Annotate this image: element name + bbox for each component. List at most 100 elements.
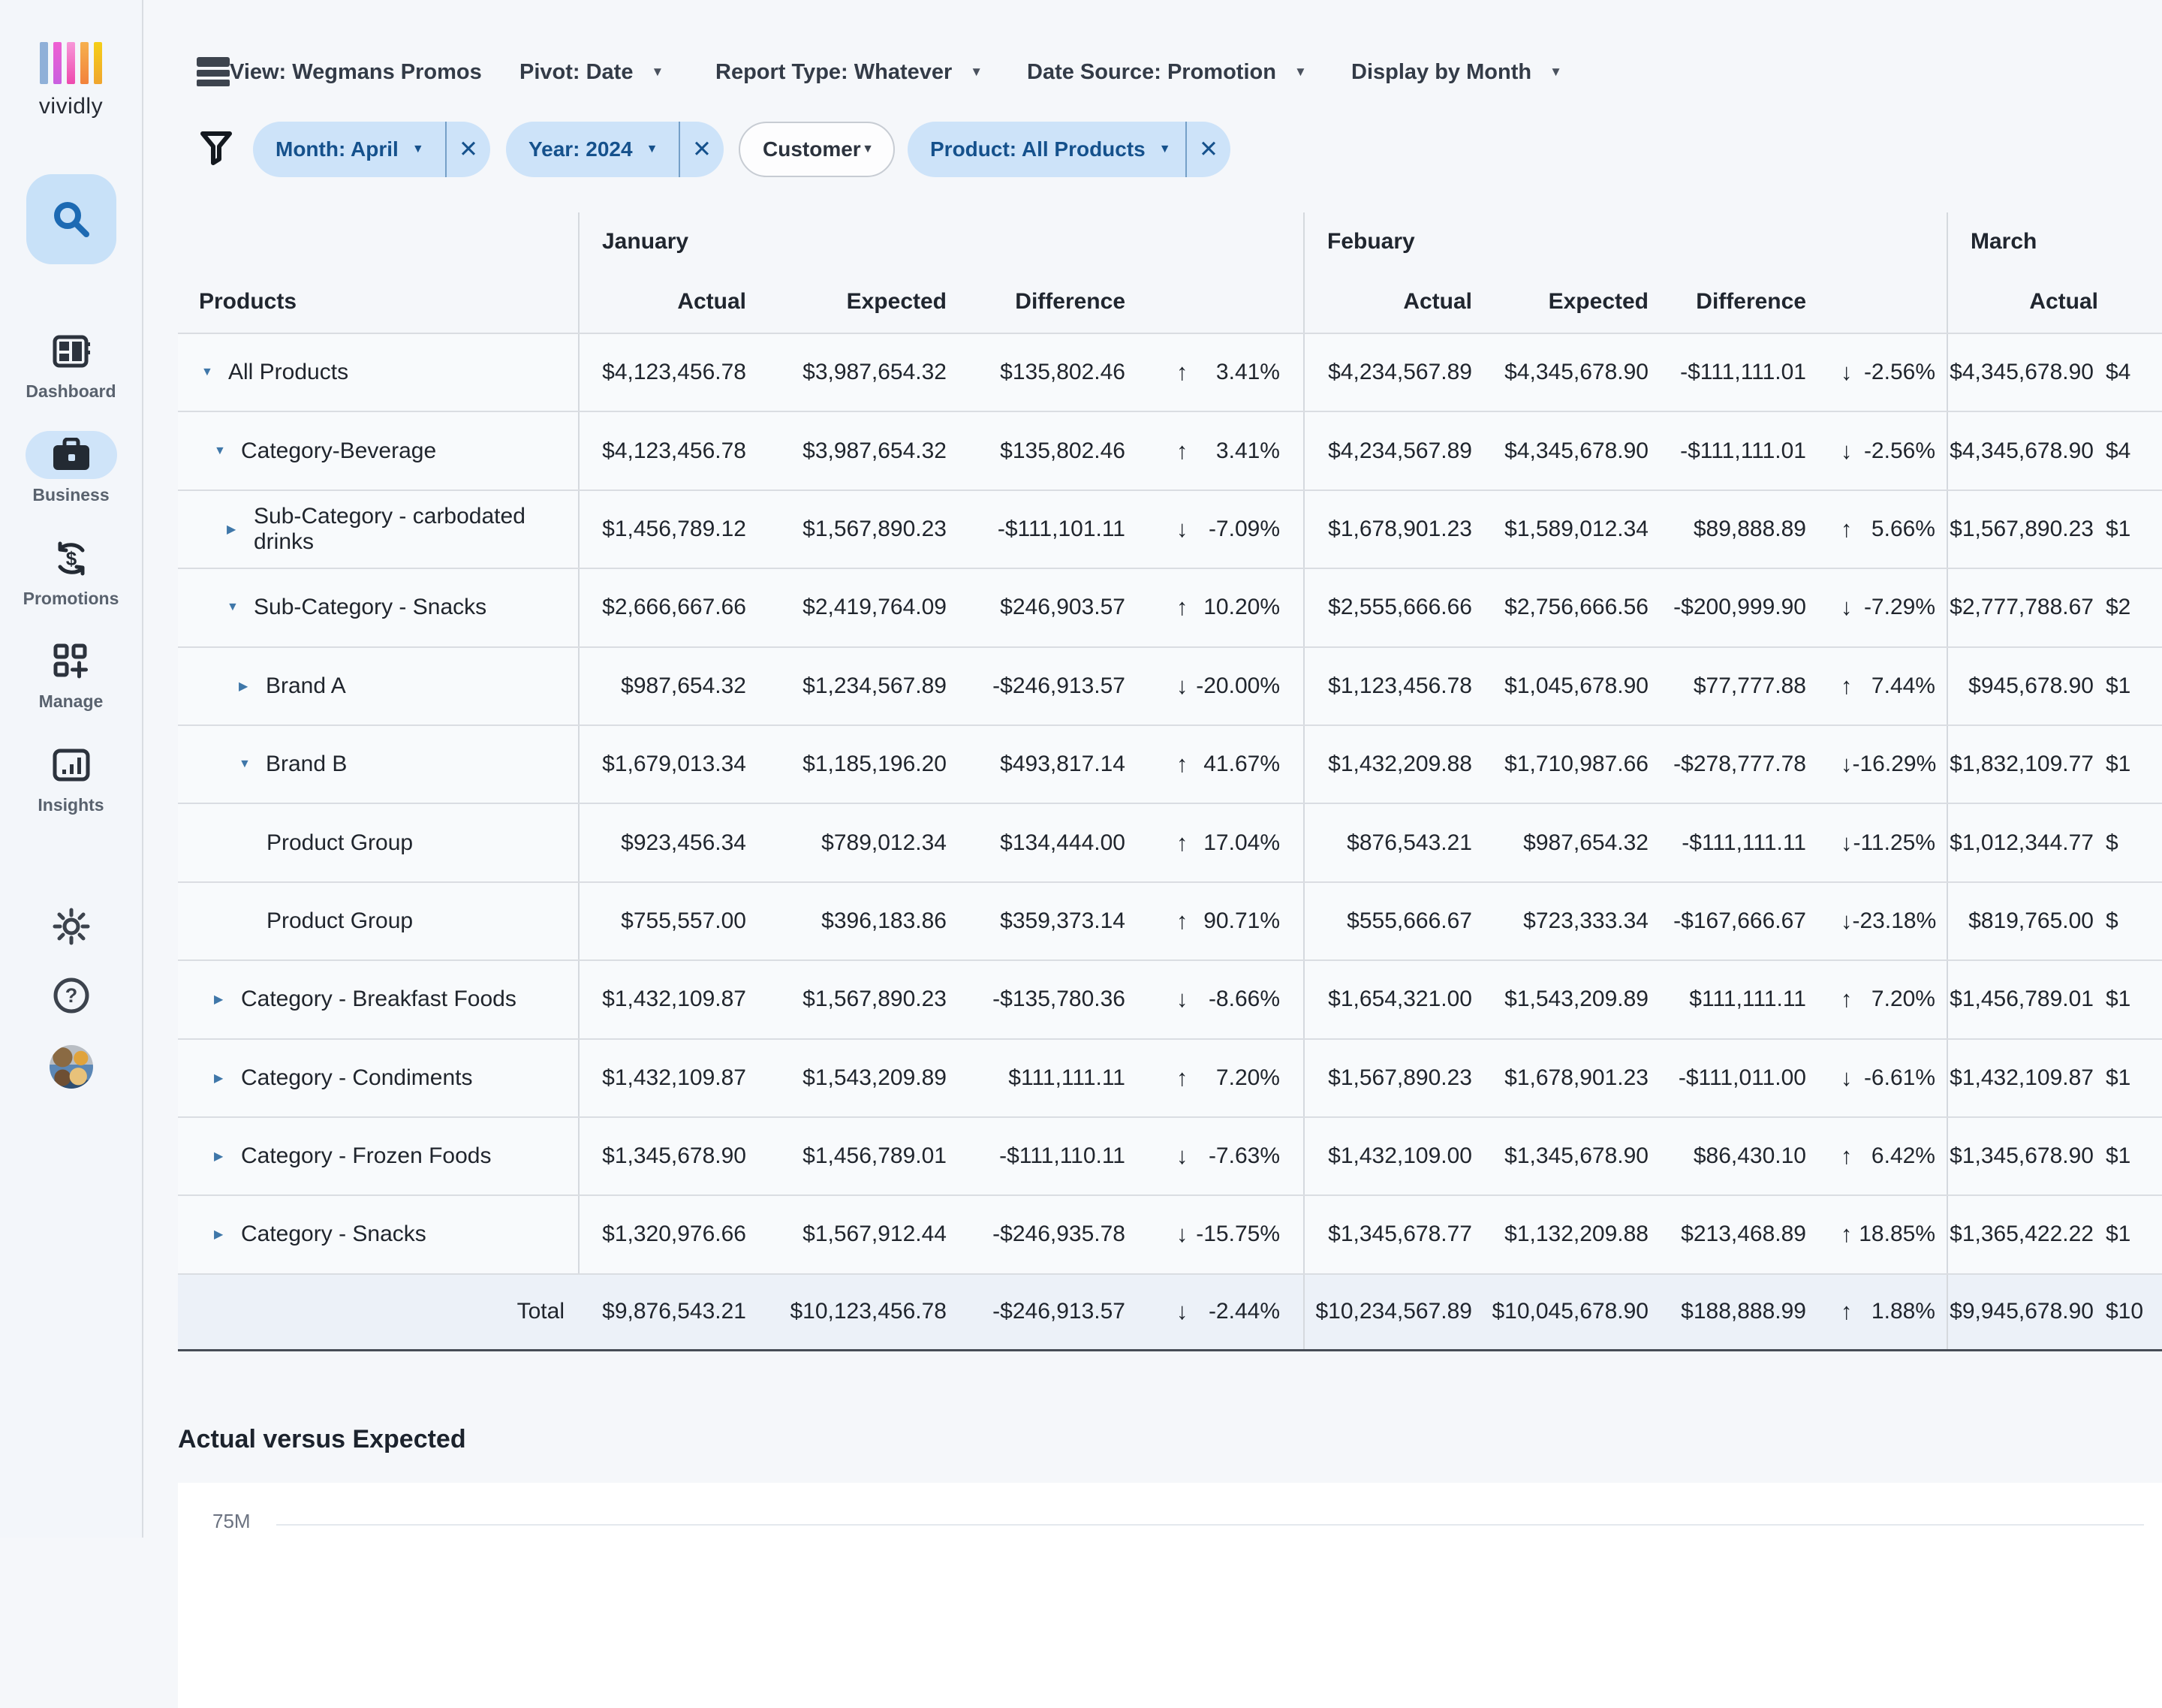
filter-icon[interactable] — [200, 131, 233, 167]
cell-mar-expected-partial: $ — [2106, 830, 2118, 855]
cell-feb-percent: ↑ 5.66% — [1811, 491, 1947, 568]
cell-feb-difference: $188,888.99 — [1681, 1299, 1806, 1324]
cell-feb-actual: $1,345,678.77 — [1303, 1196, 1477, 1273]
toolbar-dropdown-4[interactable]: Display by Month ▼ — [1351, 59, 1562, 86]
pivot-table: January Febuary March Products Actual Ex… — [178, 212, 2162, 1352]
cell-jan-expected: $1,185,196.20 — [802, 752, 947, 777]
vividly-logo-icon — [40, 42, 102, 84]
close-icon[interactable]: ✕ — [1199, 136, 1218, 162]
row-label-cell: ▶ Category - Frozen Foods — [178, 1118, 578, 1194]
close-icon[interactable]: ✕ — [692, 136, 712, 162]
cell-feb-actual: $555,666.67 — [1303, 882, 1477, 960]
arrow-down-icon: ↓ — [1841, 1064, 1853, 1091]
percent-value: 3.41% — [1215, 438, 1280, 463]
chevron-down-icon[interactable]: ▼ — [239, 758, 251, 771]
cell-jan-expected: $1,543,209.89 — [802, 1065, 947, 1090]
filter-chip-label: Product: All Products — [930, 137, 1146, 161]
chevron-right-icon[interactable]: ▶ — [214, 1150, 224, 1164]
cell-jan-actual: $923,456.34 — [578, 804, 751, 881]
cell-jan-actual: $1,432,109.87 — [578, 1039, 751, 1116]
chevron-right-icon[interactable]: ▶ — [214, 993, 224, 1007]
caret-down-icon[interactable]: ▼ — [1158, 143, 1171, 155]
caret-down-icon[interactable]: ▼ — [411, 143, 424, 155]
filter-chip-label: Month: April — [276, 137, 399, 161]
cell-jan-expected: $789,012.34 — [821, 830, 947, 855]
cell-mar-expected-partial: $4 — [2106, 438, 2131, 463]
filter-chip-customer[interactable]: Customer ▼ — [739, 122, 895, 177]
month-header-january: January — [602, 229, 689, 254]
cell-jan-percent: ↑ 41.67% — [1130, 726, 1303, 803]
view-selector[interactable]: View: Wegmans Promos — [230, 60, 482, 84]
chip-divider — [445, 122, 447, 177]
cell-mar-actual: $945,678.90 — [1947, 647, 2103, 724]
chevron-down-icon[interactable]: ▼ — [227, 601, 239, 614]
row-label: All Products — [228, 360, 349, 385]
arrow-up-icon: ↑ — [1176, 594, 1188, 621]
percent-value: 7.20% — [1215, 1065, 1280, 1090]
chevron-down-icon[interactable]: ▼ — [201, 366, 213, 379]
cell-jan-expected: $2,419,764.09 — [802, 595, 947, 620]
cell-jan-actual: $4,123,456.78 — [578, 412, 751, 490]
percent-value: -6.61% — [1863, 1065, 1935, 1090]
table-body: ▼ All Products $4,123,456.78 $3,987,654.32 $… — [178, 333, 2162, 1352]
cell-jan-percent: ↓ -2.44% — [1130, 1275, 1303, 1349]
table-row: ▶ Category - Frozen Foods $1,345,678.90 $1,… — [178, 1116, 2162, 1195]
filter-chip-month[interactable]: Month: April ▼ ✕ — [253, 122, 490, 177]
table-row: ▶ Category - Condiments $1,432,109.87 $1,54… — [178, 1038, 2162, 1116]
caret-down-icon[interactable]: ▼ — [646, 143, 658, 155]
toolbar-dropdown-3[interactable]: Date Source: Promotion ▼ — [1027, 59, 1307, 86]
search-button[interactable] — [26, 174, 116, 264]
close-icon[interactable]: ✕ — [459, 136, 478, 162]
arrow-down-icon: ↓ — [1841, 829, 1853, 856]
arrow-down-icon: ↓ — [1176, 1221, 1188, 1248]
help-button[interactable]: ? — [0, 976, 142, 1015]
cell-mar-expected-partial: $2 — [2106, 595, 2131, 620]
table-row: Product Group $755,557.00 $396,183.86 $359,… — [178, 881, 2162, 960]
cell-jan-difference: $493,817.14 — [1000, 752, 1125, 777]
cell-jan-expected: $3,987,654.32 — [802, 438, 947, 463]
arrow-up-icon: ↑ — [1176, 829, 1188, 856]
percent-value: -11.25% — [1853, 830, 1935, 855]
caret-down-icon[interactable]: ▼ — [862, 143, 874, 155]
chevron-right-icon[interactable]: ▶ — [214, 1071, 224, 1085]
avatar[interactable] — [50, 1045, 93, 1089]
table-total-row: Total $9,876,543.21 $10,123,456.78 -$246,91… — [178, 1273, 2162, 1352]
sidebar-item-manage[interactable]: Manage — [0, 637, 142, 712]
cell-jan-expected: $1,567,890.23 — [802, 516, 947, 541]
chevron-right-icon[interactable]: ▶ — [227, 523, 236, 536]
toolbar-dropdown-1[interactable]: Pivot: Date ▼ — [519, 59, 664, 86]
row-label-cell: ▼ Brand B — [178, 726, 578, 803]
row-label-cell: Total — [178, 1275, 578, 1349]
chevron-right-icon[interactable]: ▶ — [214, 1228, 224, 1242]
cell-jan-actual: $755,557.00 — [578, 882, 751, 960]
theme-toggle-button[interactable] — [0, 907, 142, 946]
sidebar-item-promotions[interactable]: $ Promotions — [0, 535, 142, 609]
sidebar-item-label: Business — [32, 485, 110, 505]
filter-chip-product[interactable]: Product: All Products ▼ ✕ — [908, 122, 1230, 177]
sidebar-item-dashboard[interactable]: Dashboard — [0, 327, 142, 402]
chevron-down-icon[interactable]: ▼ — [214, 444, 226, 457]
cell-mar-actual: $1,567,890.23 — [1947, 490, 2103, 568]
cell-feb-percent: ↓ -7.29% — [1811, 569, 1947, 646]
cell-feb-percent: ↓ -23.18% — [1811, 883, 1947, 959]
chevron-right-icon[interactable]: ▶ — [239, 679, 248, 693]
arrow-up-icon: ↑ — [1841, 515, 1853, 542]
cell-jan-difference: -$246,913.57 — [992, 673, 1125, 698]
cell-mar-actual: $819,765.00 — [1947, 882, 2103, 960]
cell-jan-percent: ↑ 7.20% — [1130, 1040, 1303, 1116]
cell-jan-difference: $134,444.00 — [1000, 830, 1125, 855]
cell-feb-percent: ↑ 18.85% — [1811, 1196, 1947, 1273]
sidebar-item-business[interactable]: Business — [0, 431, 142, 505]
filter-chip-year[interactable]: Year: 2024 ▼ ✕ — [506, 122, 724, 177]
month-header-march: March — [1971, 229, 2037, 254]
jan-expected-header: Expected — [846, 289, 947, 314]
sidebar-item-insights[interactable]: Insights — [0, 741, 142, 815]
chart-section-title: Actual versus Expected — [178, 1425, 466, 1453]
percent-value: -2.56% — [1863, 438, 1935, 463]
arrow-down-icon: ↓ — [1176, 515, 1188, 542]
toolbar-dropdown-2[interactable]: Report Type: Whatever ▼ — [715, 59, 983, 86]
sidebar-item-label: Manage — [38, 691, 104, 711]
cell-jan-actual: $1,345,678.90 — [578, 1117, 751, 1195]
table-row: ▼ Category-Beverage $4,123,456.78 $3,987,65… — [178, 411, 2162, 490]
view-rows-icon[interactable] — [197, 56, 231, 87]
